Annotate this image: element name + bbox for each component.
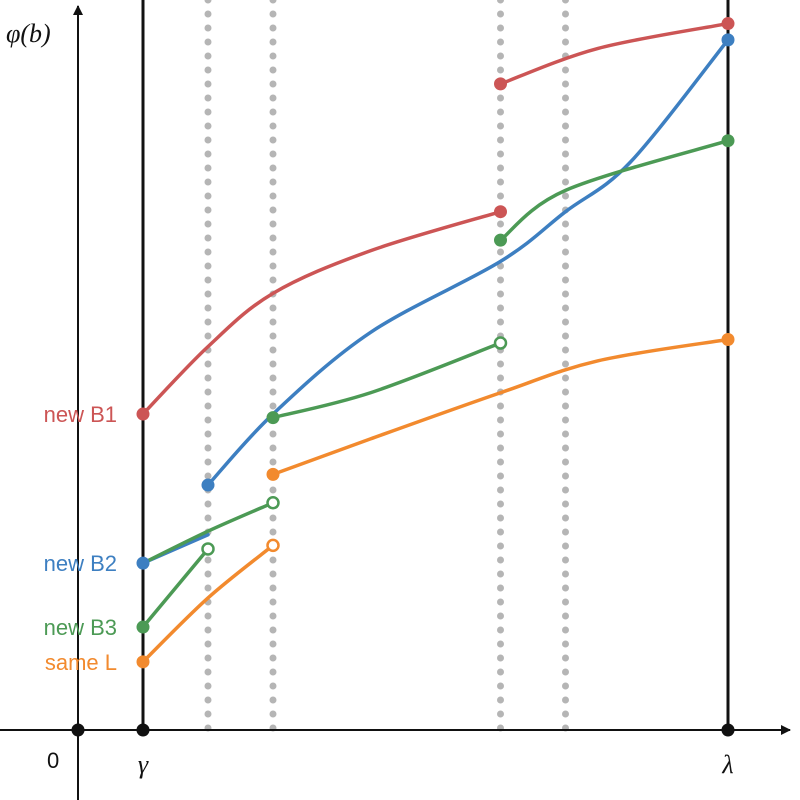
data-point-filled: [721, 134, 735, 148]
axis-dot: [721, 723, 735, 737]
data-point-filled: [494, 233, 507, 247]
series-line-same-l: [271, 337, 730, 477]
series-line-new-b3: [141, 547, 210, 629]
data-point-filled: [136, 655, 150, 669]
data-point-filled: [201, 478, 215, 492]
markers-group: [71, 17, 735, 737]
series-line-new-b3: [141, 501, 275, 565]
data-point-filled: [721, 17, 735, 31]
data-point-open: [201, 542, 215, 556]
data-point-open: [266, 496, 280, 510]
data-point-filled: [136, 407, 150, 421]
series-group: [141, 21, 730, 664]
origin-label: 0: [47, 748, 59, 773]
vertical-lines: [141, 0, 730, 734]
data-point-open: [493, 336, 508, 350]
labels-group: φ(b) 0 new B1 new B2 new B3 same L γ λ: [6, 19, 734, 779]
axis-dot: [136, 723, 150, 737]
data-point-filled: [494, 77, 507, 91]
series-line-new-b3: [498, 138, 730, 242]
series-label: new B2: [44, 551, 117, 576]
series-label: same L: [45, 650, 117, 675]
data-point-filled: [721, 33, 735, 47]
series-line-new-b2: [206, 38, 730, 487]
data-point-filled: [266, 467, 280, 481]
data-point-filled: [266, 411, 280, 425]
data-point-open: [266, 538, 280, 553]
x-tick-label: λ: [721, 750, 733, 779]
data-point-filled: [136, 620, 150, 634]
series-line-new-b3: [271, 341, 503, 420]
series-line-new-b1: [141, 209, 503, 416]
series-line-new-b1: [498, 21, 730, 86]
data-point-filled: [721, 333, 735, 346]
series-label: new B1: [44, 402, 117, 427]
data-point-filled: [494, 205, 507, 219]
data-point-filled: [136, 556, 150, 570]
axes: [0, 5, 791, 800]
series-label: new B3: [44, 615, 117, 640]
series-line-same-l: [141, 543, 275, 664]
x-tick-label: γ: [138, 750, 149, 779]
y-axis-label: φ(b): [6, 19, 51, 48]
axis-dot: [71, 723, 85, 737]
